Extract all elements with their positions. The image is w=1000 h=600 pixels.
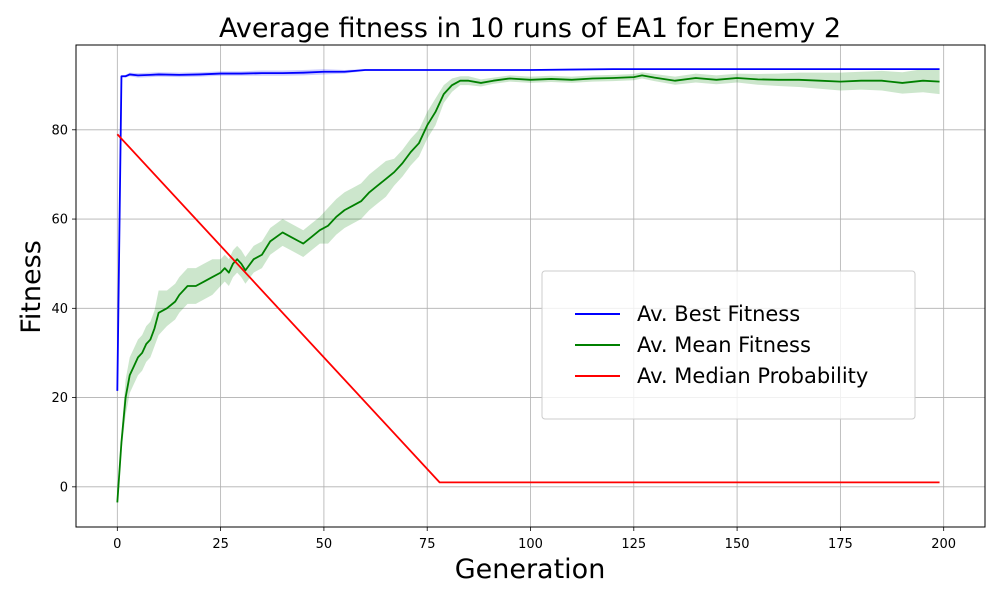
legend: Av. Best Fitness Av. Mean Fitness Av. Medi… (541, 270, 916, 420)
x-tick-label: 50 (316, 537, 333, 552)
legend-box (541, 270, 916, 420)
axis-ticks: 0 25 50 75 100 125 150 175 200 0 20 40 60 80 (51, 123, 956, 552)
x-tick-label: 175 (828, 537, 853, 552)
legend-label-2: Av. Mean Fitness (637, 333, 811, 357)
y-tick-label: 20 (51, 391, 68, 406)
x-tick-label: 200 (931, 537, 956, 552)
y-tick-label: 0 (60, 480, 68, 495)
series-line-2 (116, 74, 940, 503)
x-tick-label: 100 (518, 537, 543, 552)
y-tick-label: 40 (51, 302, 68, 317)
legend-label-3: Av. Median Probability (637, 364, 868, 388)
x-tick-label: 0 (113, 537, 121, 552)
x-tick-label: 125 (621, 537, 646, 552)
y-tick-label: 60 (51, 213, 68, 228)
series-line-3 (116, 133, 940, 484)
y-axis-label: Fitness (16, 240, 47, 334)
x-tick-label: 25 (212, 537, 229, 552)
x-tick-label: 150 (725, 537, 750, 552)
legend-label-1: Av. Best Fitness (637, 302, 800, 326)
y-tick-label: 80 (51, 123, 68, 138)
chart-title: Average fitness in 10 runs of EA1 for En… (219, 13, 841, 44)
series-lines (116, 68, 940, 503)
series-line-1 (116, 68, 940, 391)
x-tick-label: 75 (419, 537, 436, 552)
x-axis-label: Generation (455, 554, 606, 585)
